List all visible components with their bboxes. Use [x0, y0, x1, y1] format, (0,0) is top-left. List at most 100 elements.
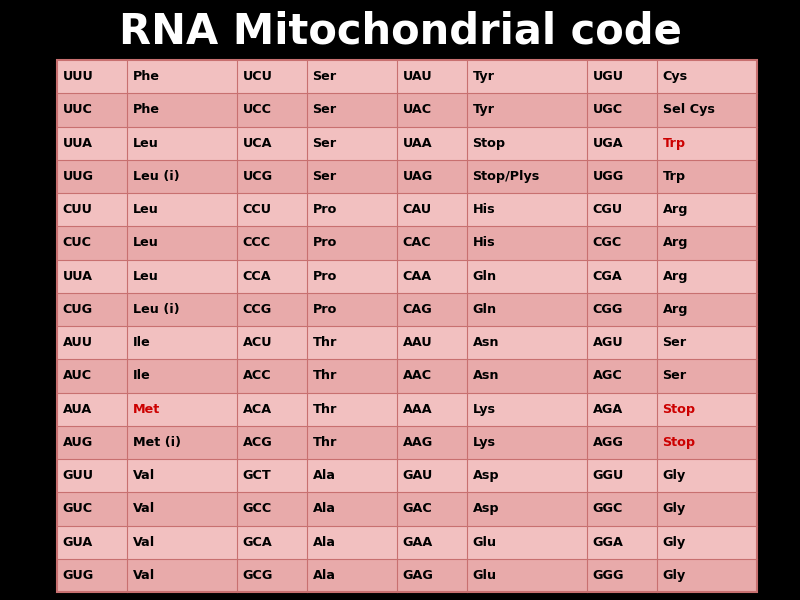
Text: Lys: Lys: [473, 403, 496, 416]
Text: Arg: Arg: [662, 269, 688, 283]
Text: AAC: AAC: [402, 370, 432, 382]
Text: Leu: Leu: [133, 203, 158, 216]
Text: GGG: GGG: [593, 569, 624, 582]
Text: Ala: Ala: [313, 502, 336, 515]
Text: CAA: CAA: [402, 269, 432, 283]
Text: CCU: CCU: [242, 203, 272, 216]
Text: UCC: UCC: [242, 103, 272, 116]
Text: Thr: Thr: [313, 336, 337, 349]
Text: Val: Val: [133, 469, 155, 482]
Text: RNA Mitochondrial code: RNA Mitochondrial code: [118, 11, 682, 53]
Text: GAU: GAU: [402, 469, 433, 482]
Text: Trp: Trp: [662, 170, 686, 183]
Bar: [57, 526, 757, 559]
Text: AAU: AAU: [402, 336, 432, 349]
Text: Sel Cys: Sel Cys: [662, 103, 714, 116]
Text: Asn: Asn: [473, 336, 499, 349]
Text: ACU: ACU: [242, 336, 272, 349]
Bar: [57, 226, 757, 259]
Text: GUA: GUA: [62, 536, 93, 548]
Text: CAU: CAU: [402, 203, 432, 216]
Text: Glu: Glu: [473, 569, 497, 582]
Text: Pro: Pro: [313, 269, 337, 283]
Text: UGC: UGC: [593, 103, 622, 116]
Text: CCA: CCA: [242, 269, 271, 283]
Bar: [57, 492, 757, 526]
Text: Ser: Ser: [313, 103, 337, 116]
Text: ACC: ACC: [242, 370, 271, 382]
Text: Ser: Ser: [313, 170, 337, 183]
Text: Leu: Leu: [133, 269, 158, 283]
Text: Glu: Glu: [473, 536, 497, 548]
Text: AAA: AAA: [402, 403, 432, 416]
Text: AGA: AGA: [593, 403, 623, 416]
Text: UCG: UCG: [242, 170, 273, 183]
Text: Leu: Leu: [133, 236, 158, 250]
Text: Val: Val: [133, 536, 155, 548]
Text: UGG: UGG: [593, 170, 624, 183]
Bar: [57, 160, 757, 193]
Text: Stop/Plys: Stop/Plys: [473, 170, 540, 183]
Text: UAC: UAC: [402, 103, 432, 116]
Text: ACA: ACA: [242, 403, 272, 416]
Text: Tyr: Tyr: [473, 103, 494, 116]
Text: Lys: Lys: [473, 436, 496, 449]
Text: GAA: GAA: [402, 536, 433, 548]
Text: GGC: GGC: [593, 502, 623, 515]
Text: Thr: Thr: [313, 370, 337, 382]
Text: AUG: AUG: [62, 436, 93, 449]
Text: Asn: Asn: [473, 370, 499, 382]
Text: UCA: UCA: [242, 137, 272, 149]
Text: Asp: Asp: [473, 502, 499, 515]
Text: Met: Met: [133, 403, 160, 416]
Text: Phe: Phe: [133, 70, 160, 83]
Text: Gln: Gln: [473, 269, 497, 283]
Text: CGC: CGC: [593, 236, 622, 250]
Text: Met (i): Met (i): [133, 436, 181, 449]
Bar: [57, 426, 757, 459]
Text: Ser: Ser: [313, 137, 337, 149]
Text: Pro: Pro: [313, 203, 337, 216]
Bar: [57, 60, 757, 93]
Text: GCG: GCG: [242, 569, 273, 582]
Text: UUA: UUA: [62, 269, 93, 283]
Text: Ala: Ala: [313, 469, 336, 482]
Text: CGA: CGA: [593, 269, 622, 283]
Bar: [57, 293, 757, 326]
Bar: [57, 60, 757, 592]
Text: Ser: Ser: [313, 70, 337, 83]
Text: AGC: AGC: [593, 370, 622, 382]
Text: GGU: GGU: [593, 469, 624, 482]
Text: CAG: CAG: [402, 303, 432, 316]
Text: Stop: Stop: [662, 436, 696, 449]
Bar: [57, 193, 757, 226]
Text: AUU: AUU: [62, 336, 93, 349]
Text: UAU: UAU: [402, 70, 432, 83]
Bar: [57, 459, 757, 492]
Text: UGU: UGU: [593, 70, 624, 83]
Text: ACG: ACG: [242, 436, 272, 449]
Text: GGA: GGA: [593, 536, 623, 548]
Text: Arg: Arg: [662, 303, 688, 316]
Text: GCC: GCC: [242, 502, 272, 515]
Text: Arg: Arg: [662, 236, 688, 250]
Text: Gly: Gly: [662, 569, 686, 582]
Text: AAG: AAG: [402, 436, 433, 449]
Text: CCC: CCC: [242, 236, 270, 250]
Text: Cys: Cys: [662, 70, 688, 83]
Text: Trp: Trp: [662, 137, 686, 149]
Text: Gly: Gly: [662, 469, 686, 482]
Text: GCA: GCA: [242, 536, 272, 548]
Text: Pro: Pro: [313, 236, 337, 250]
Text: GUC: GUC: [62, 502, 93, 515]
Bar: [57, 359, 757, 392]
Text: Leu: Leu: [133, 137, 158, 149]
Text: GAG: GAG: [402, 569, 434, 582]
Text: CCG: CCG: [242, 303, 272, 316]
Text: CUU: CUU: [62, 203, 93, 216]
Text: UUA: UUA: [62, 137, 93, 149]
Text: CGU: CGU: [593, 203, 622, 216]
Text: Leu (i): Leu (i): [133, 303, 179, 316]
Text: Asp: Asp: [473, 469, 499, 482]
Bar: [57, 326, 757, 359]
